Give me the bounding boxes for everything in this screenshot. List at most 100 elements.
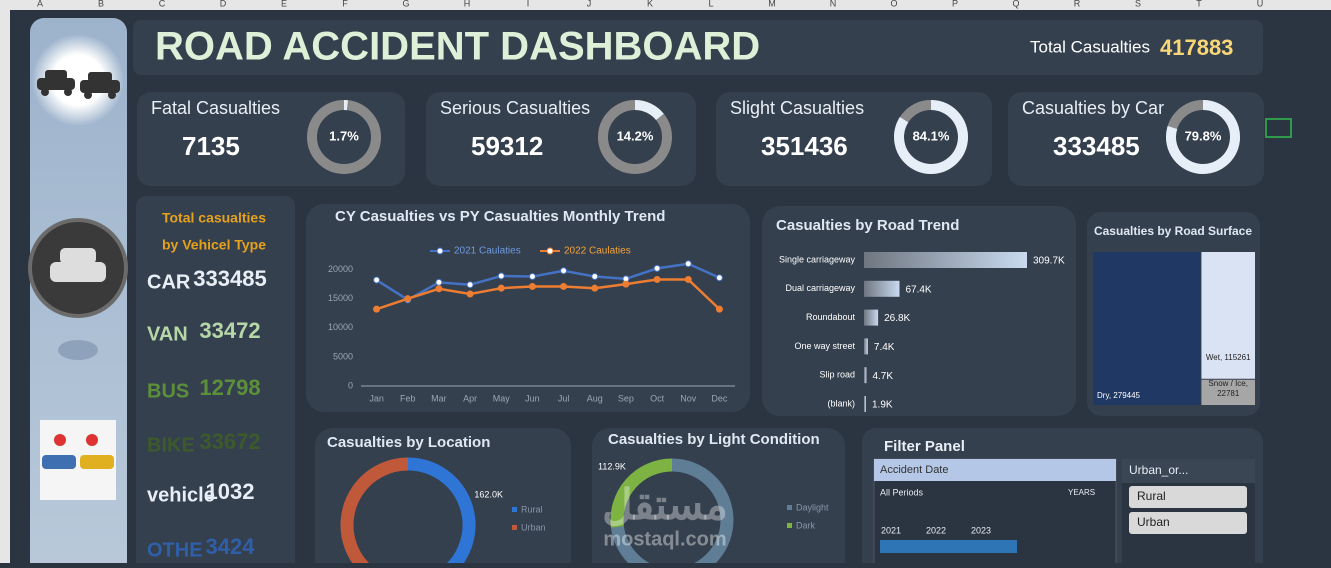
point <box>374 306 380 312</box>
point <box>529 274 535 280</box>
column-letter: H <box>464 0 471 8</box>
legend-marker <box>437 248 443 254</box>
point <box>654 276 660 282</box>
bar <box>864 396 866 412</box>
point <box>498 273 504 279</box>
column-letter: I <box>527 0 530 8</box>
column-letter: F <box>342 0 348 8</box>
point <box>436 279 442 285</box>
y-tick-label: 10000 <box>328 322 353 332</box>
point <box>561 283 567 289</box>
vehicle-value: 33472 <box>199 318 260 343</box>
chart-title: Casualties by Road Trend <box>776 217 959 234</box>
vehicle-value: 33672 <box>199 429 260 454</box>
vehicle-name: OTHE <box>147 539 203 561</box>
legend-swatch <box>512 507 517 512</box>
vehicle-name: VAN <box>147 323 188 345</box>
y-tick-label: 5000 <box>333 351 353 361</box>
chart-title: Casualties by Location <box>327 434 490 451</box>
period-label: All Periods <box>880 487 924 497</box>
x-tick-label: May <box>493 393 511 403</box>
slicer-item-label[interactable]: Urban <box>1137 515 1170 529</box>
column-letter: J <box>587 0 592 8</box>
column-letter: S <box>1135 0 1141 8</box>
x-tick-label: Nov <box>680 393 697 403</box>
legend-label: Urban <box>521 522 546 532</box>
vehicle-title: Total casualties <box>162 210 266 226</box>
chart-title: Casualties by Road Surface <box>1094 224 1252 238</box>
point <box>374 277 380 283</box>
legend-swatch <box>787 505 792 510</box>
point <box>685 261 691 267</box>
x-tick-label: Mar <box>431 393 447 403</box>
y-tick-label: 0 <box>348 380 353 390</box>
total-label: Total Casualties <box>1030 37 1150 56</box>
bar-label: Roundabout <box>806 312 856 322</box>
point <box>654 265 660 271</box>
year-label[interactable]: 2021 <box>881 525 901 535</box>
bar-value: 26.8K <box>884 313 910 324</box>
treemap-cell <box>1093 252 1200 405</box>
bar-label: Single carriageway <box>779 254 856 264</box>
point <box>592 285 598 291</box>
column-letter: R <box>1074 0 1081 8</box>
vehicle-value: 1032 <box>206 479 255 504</box>
legend-swatch <box>512 525 517 530</box>
column-letter: E <box>281 0 287 8</box>
legend-marker <box>547 248 553 254</box>
x-tick-label: Sep <box>618 393 634 403</box>
column-letter: K <box>647 0 653 8</box>
kpi-percent: 1.7% <box>329 128 359 143</box>
bar-label: Dual carriageway <box>785 283 855 293</box>
kpi-value: 333485 <box>1053 131 1140 161</box>
x-tick-label: Dec <box>711 393 728 403</box>
bar <box>864 367 866 383</box>
year-label[interactable]: 2023 <box>971 525 991 535</box>
x-tick-label: Oct <box>650 393 665 403</box>
column-header-bar <box>0 0 1331 10</box>
point <box>498 285 504 291</box>
kpi-name: Slight Casualties <box>730 98 864 118</box>
blur-icon <box>58 340 98 360</box>
column-letter: G <box>402 0 409 8</box>
bar-value: 1.9K <box>872 400 893 411</box>
treemap-label: Wet, 115261 <box>1205 353 1251 363</box>
x-tick-label: Feb <box>400 393 416 403</box>
column-letter: L <box>708 0 713 8</box>
x-tick-label: Apr <box>463 393 477 403</box>
bar-value: 4.7K <box>872 371 893 382</box>
year-label[interactable]: 2022 <box>926 525 946 535</box>
column-letter: C <box>159 0 166 8</box>
bar <box>864 252 1027 268</box>
bar-value: 309.7K <box>1033 256 1065 267</box>
kpi-name: Serious Casualties <box>440 98 590 118</box>
x-tick-label: Jan <box>369 393 384 403</box>
kpi-percent: 84.1% <box>913 128 950 143</box>
column-letter: P <box>952 0 958 8</box>
treemap-label: Dry, 279445 <box>1097 391 1196 401</box>
slicer-item-label[interactable]: Rural <box>1137 489 1166 503</box>
x-tick-label: Jun <box>525 393 540 403</box>
donut-label: 162.0K <box>474 490 503 500</box>
legend-label: Daylight <box>796 502 829 512</box>
point <box>467 291 473 297</box>
column-letter: D <box>220 0 227 8</box>
legend-label: Rural <box>521 504 543 514</box>
vehicle-name: CAR <box>147 271 191 293</box>
x-tick-label: Jul <box>558 393 570 403</box>
chart-title: Casualties by Light Condition <box>608 431 820 448</box>
vehicle-name: BIKE <box>147 434 195 456</box>
column-letter: N <box>830 0 837 8</box>
legend-label: 2021 Caulaties <box>454 246 521 257</box>
bar <box>864 281 899 297</box>
legend-label: 2022 Caulaties <box>564 246 631 257</box>
vehicle-value: 3424 <box>206 534 256 559</box>
unit-label[interactable]: YEARS <box>1068 488 1095 497</box>
bar-value: 67.4K <box>905 284 931 295</box>
bar <box>864 310 878 326</box>
filter-title: Filter Panel <box>884 438 965 455</box>
timeline-bar[interactable] <box>880 540 1017 553</box>
kpi-value: 59312 <box>471 131 543 161</box>
legend-swatch <box>787 523 792 528</box>
